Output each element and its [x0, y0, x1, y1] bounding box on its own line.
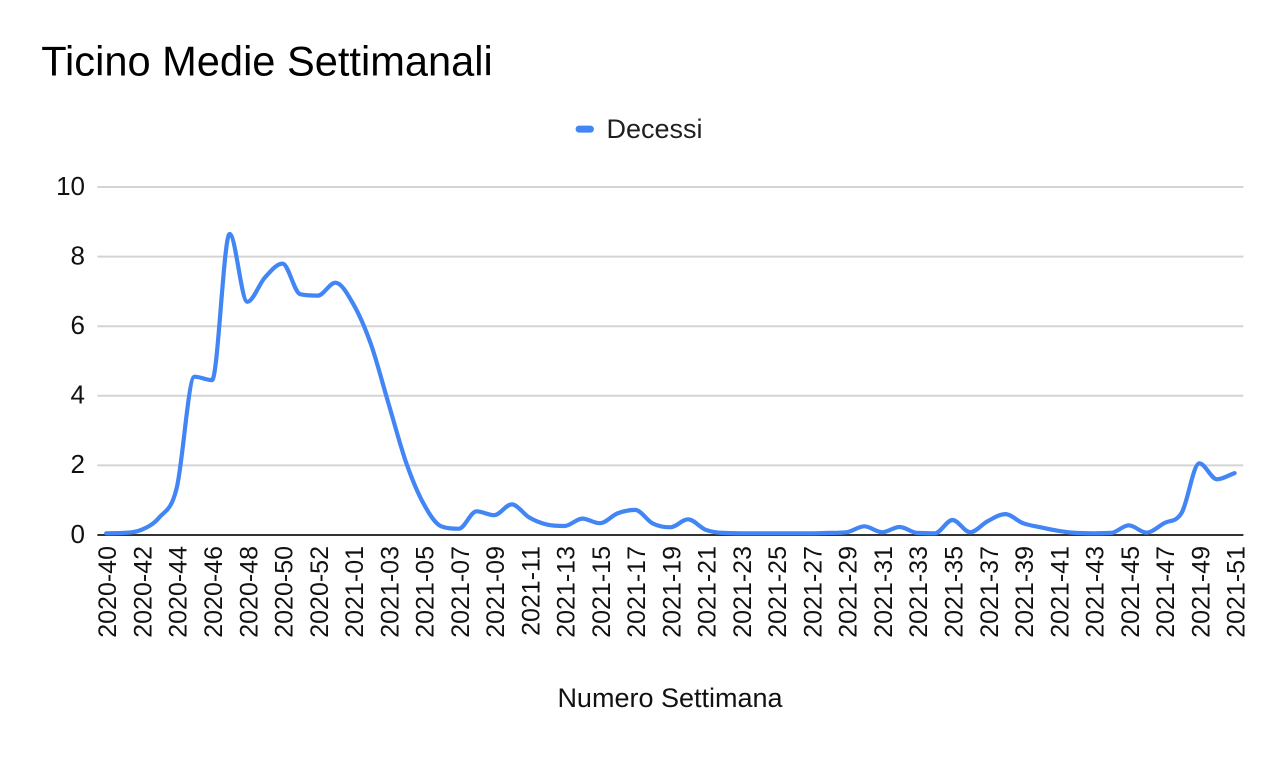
svg-text:2021-05: 2021-05	[412, 546, 440, 638]
svg-text:2021-03: 2021-03	[376, 546, 404, 638]
svg-text:2020-48: 2020-48	[235, 546, 263, 638]
svg-text:2021-41: 2021-41	[1046, 546, 1074, 638]
svg-text:2021-17: 2021-17	[623, 546, 651, 638]
svg-text:2021-21: 2021-21	[694, 546, 722, 638]
svg-text:2021-49: 2021-49	[1187, 546, 1215, 638]
svg-text:2021-51: 2021-51	[1223, 546, 1251, 638]
svg-text:2021-39: 2021-39	[1011, 546, 1039, 638]
svg-text:2021-19: 2021-19	[658, 546, 686, 638]
svg-text:0: 0	[71, 519, 85, 549]
svg-text:2020-46: 2020-46	[200, 546, 228, 638]
svg-text:2021-11: 2021-11	[517, 546, 545, 636]
svg-text:Ticino Medie Settimanali: Ticino Medie Settimanali	[41, 37, 493, 84]
svg-text:2021-09: 2021-09	[482, 546, 510, 638]
svg-text:6: 6	[71, 310, 85, 340]
svg-text:2021-33: 2021-33	[905, 546, 933, 638]
svg-text:2021-43: 2021-43	[1082, 546, 1110, 638]
svg-text:Numero Settimana: Numero Settimana	[557, 683, 783, 713]
svg-text:2021-47: 2021-47	[1152, 546, 1180, 638]
svg-text:2021-13: 2021-13	[553, 546, 581, 638]
svg-text:Decessi: Decessi	[607, 114, 703, 144]
svg-text:2020-40: 2020-40	[94, 546, 122, 638]
svg-text:2021-15: 2021-15	[588, 546, 616, 638]
svg-text:2021-27: 2021-27	[799, 546, 827, 638]
svg-text:2: 2	[71, 449, 85, 479]
svg-text:4: 4	[71, 380, 85, 410]
svg-text:2021-07: 2021-07	[447, 546, 475, 638]
svg-text:2020-44: 2020-44	[165, 546, 193, 638]
svg-text:2020-50: 2020-50	[271, 546, 299, 638]
svg-text:2021-29: 2021-29	[835, 546, 863, 638]
svg-text:2021-35: 2021-35	[941, 546, 969, 638]
svg-text:2021-31: 2021-31	[870, 546, 898, 638]
svg-text:2021-25: 2021-25	[764, 546, 792, 638]
svg-text:2020-52: 2020-52	[306, 546, 334, 638]
svg-text:2020-42: 2020-42	[130, 546, 158, 638]
svg-text:2021-01: 2021-01	[341, 546, 369, 638]
svg-text:10: 10	[56, 171, 85, 201]
svg-text:2021-37: 2021-37	[976, 546, 1004, 638]
svg-text:2021-45: 2021-45	[1117, 546, 1145, 638]
svg-text:2021-23: 2021-23	[729, 546, 757, 638]
svg-text:8: 8	[71, 240, 85, 270]
